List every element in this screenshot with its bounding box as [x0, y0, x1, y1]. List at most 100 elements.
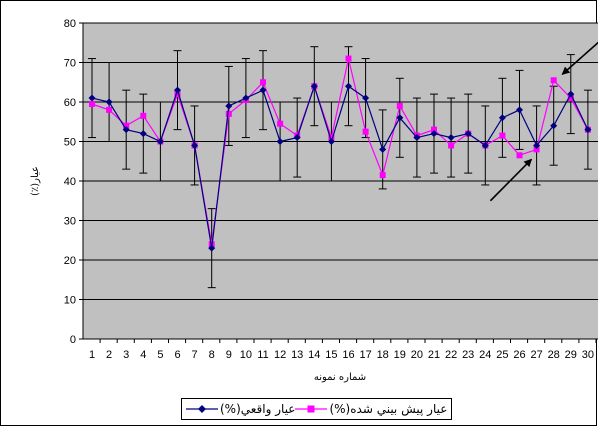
x-tick-label: 1 — [89, 349, 95, 361]
data-point-predicted — [499, 132, 506, 139]
data-point-actual — [533, 141, 541, 149]
series-line-1 — [91, 58, 589, 245]
data-point-predicted — [328, 134, 335, 141]
x-tick-label: 13 — [291, 349, 303, 361]
y-tick-label: 0 — [70, 334, 76, 346]
y-tick-label: 40 — [64, 176, 76, 188]
data-point-actual — [310, 82, 318, 90]
x-tick-label: 29 — [565, 349, 577, 361]
data-point-actual — [88, 94, 96, 102]
x-tick-label: 7 — [192, 349, 198, 361]
data-point-actual — [362, 94, 370, 102]
data-point-actual — [516, 106, 523, 114]
data-point-predicted — [123, 122, 130, 129]
data-point-predicted — [260, 79, 266, 86]
x-tick-label: 6 — [174, 349, 180, 361]
x-tick-label: 8 — [209, 349, 215, 361]
data-point-actual — [447, 134, 455, 142]
data-point-actual — [191, 141, 199, 149]
annotation-arrows — [489, 41, 598, 202]
data-point-actual — [122, 126, 130, 134]
x-tick-label: 15 — [325, 349, 337, 361]
data-point-actual — [225, 102, 233, 110]
x-tick-label: 26 — [513, 349, 525, 361]
x-tick-label: 3 — [123, 349, 129, 361]
x-tick-label: 11 — [257, 349, 268, 361]
data-point-actual — [413, 134, 421, 142]
y-axis-ticks: 0 10 20 30 40 50 60 70 80 — [64, 18, 84, 346]
data-point-actual — [464, 130, 472, 138]
data-point-predicted — [431, 126, 437, 133]
data-point-actual — [293, 134, 301, 142]
x-tick-label: 24 — [479, 349, 491, 361]
y-tick-label: 30 — [64, 216, 76, 228]
x-tick-label: 25 — [496, 349, 508, 361]
data-point-actual — [345, 82, 352, 90]
data-point-actual — [584, 126, 592, 134]
data-point-actual — [105, 98, 113, 106]
x-tick-label: 16 — [342, 349, 354, 361]
x-tick-label: 4 — [140, 349, 146, 361]
data-point-predicted — [140, 112, 147, 119]
legend-key-actual — [186, 405, 218, 413]
data-point-actual — [174, 86, 181, 94]
legend-key-predicted — [295, 405, 328, 413]
data-point-actual — [208, 244, 216, 252]
data-point-predicted — [174, 91, 181, 98]
y-tick-label: 60 — [64, 97, 76, 109]
legend: عيار واقعي(%) عيار پيش بيني شده(%) — [181, 398, 453, 420]
data-point-actual — [242, 94, 250, 102]
y-axis-label: عيار(٪) — [30, 166, 41, 196]
legend-entry-actual: عيار واقعي(%) — [186, 402, 295, 416]
data-point-actual — [156, 138, 164, 145]
data-point-predicted — [516, 152, 523, 159]
data-point-actual — [430, 130, 438, 138]
y-tick-label: 10 — [64, 295, 76, 307]
x-tick-label: 14 — [308, 349, 320, 361]
legend-label-predicted: عيار پيش بيني شده(%) — [329, 402, 448, 416]
x-tick-label: 28 — [548, 349, 560, 361]
data-point-predicted — [345, 55, 352, 62]
data-point-actual — [276, 138, 284, 145]
annotation-arrow — [489, 158, 533, 202]
data-point-actual — [567, 90, 575, 98]
y-tick-label: 70 — [64, 58, 76, 70]
data-point-actual — [379, 145, 387, 153]
data-point-actual — [481, 141, 489, 149]
data-point-predicted — [396, 102, 403, 109]
data-point-predicted — [225, 110, 232, 117]
x-tick-label: 21 — [428, 349, 440, 361]
x-tick-label: 18 — [377, 349, 389, 361]
x-tick-label: 2 — [106, 349, 112, 361]
series-line-0 — [91, 84, 589, 249]
x-tick-label: 27 — [530, 349, 542, 361]
x-tick-label: 5 — [157, 349, 163, 361]
x-tick-label: 10 — [240, 349, 252, 361]
data-point-predicted — [533, 146, 540, 153]
x-tick-label: 20 — [411, 349, 423, 361]
data-point-actual — [139, 130, 147, 138]
data-point-predicted — [550, 77, 557, 84]
x-tick-label: 23 — [462, 349, 474, 361]
y-tick-label: 80 — [64, 18, 76, 30]
y-tick-label: 20 — [64, 255, 76, 267]
data-point-predicted — [277, 120, 284, 127]
data-point-predicted — [362, 128, 369, 135]
x-axis-ticks: 1 2 3 4 5 6 7 8 9 10 11 12 13 14 15 16 17 18 19 20 21 22 23 24 2… — [83, 338, 598, 361]
x-tick-label: 22 — [445, 349, 457, 361]
data-point-actual — [550, 122, 558, 130]
data-point-actual — [498, 114, 506, 122]
data-point-predicted — [567, 95, 574, 102]
legend-entry-predicted: عيار پيش بيني شده(%) — [295, 402, 447, 416]
data-point-predicted — [379, 172, 386, 179]
gridlines — [83, 22, 598, 340]
x-tick-label: 12 — [274, 349, 286, 361]
series-lines — [88, 55, 592, 252]
x-tick-label: 19 — [394, 349, 406, 361]
legend-label-actual: عيار واقعي(%) — [220, 402, 296, 416]
data-point-actual — [396, 114, 404, 122]
data-point-actual — [259, 86, 267, 94]
x-tick-label: 17 — [359, 349, 371, 361]
data-point-predicted — [448, 142, 455, 149]
